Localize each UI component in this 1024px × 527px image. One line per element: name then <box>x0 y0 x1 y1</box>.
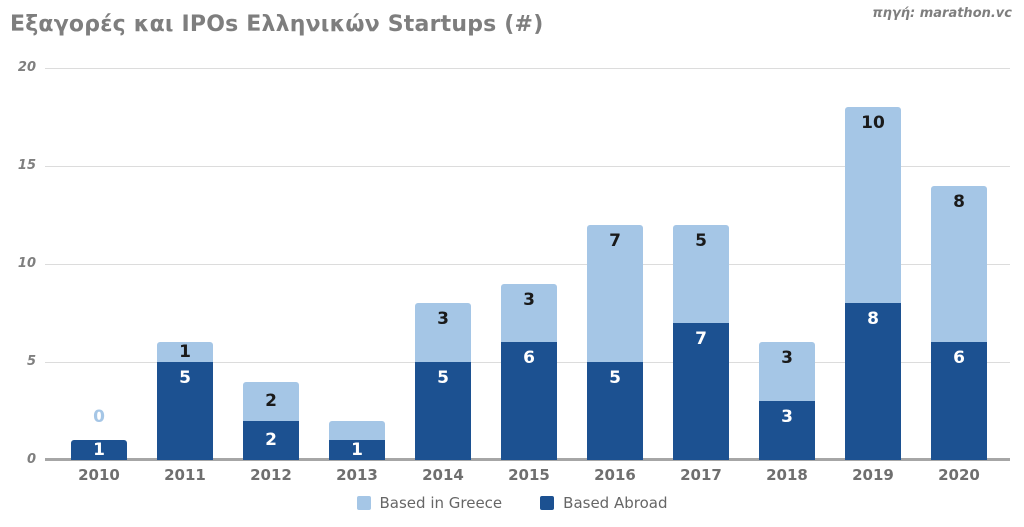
x-axis: 2010 2011 2012 2013 2014 2015 2016 2017 2018 2019… <box>45 466 1010 486</box>
bar-value-label: 5 <box>437 368 449 388</box>
bar-segment-based-in-greece <box>931 185 987 343</box>
bar-segment-based-abroad <box>587 362 643 460</box>
bar-value-label: 6 <box>523 348 535 369</box>
bar-segment-based-abroad <box>415 362 471 460</box>
plot-area: 1 0 5 1 2 2 1 5 3 6 3 5 7 7 5 3 3 8 10 6 8 <box>45 67 1010 461</box>
bar-value-label: 7 <box>695 328 707 349</box>
chart-title: Εξαγορές και IPOs Ελληνικών Startups (#) <box>10 12 544 37</box>
x-axis-label: 2010 <box>78 466 120 484</box>
bar-value-label: 2 <box>265 391 277 412</box>
bar-segment-based-in-greece <box>845 107 901 304</box>
gridline <box>45 263 1010 265</box>
bar-segment-based-in-greece <box>415 303 471 362</box>
y-axis-tick-label: 0 <box>26 452 36 467</box>
bar-segment-based-abroad <box>673 322 729 460</box>
bar-segment-based-abroad <box>157 362 213 460</box>
bar-value-label: 3 <box>781 407 793 428</box>
bar-segment-based-abroad <box>329 440 385 460</box>
bar-value-label: 5 <box>695 230 707 251</box>
legend-swatch-based-in-greece <box>356 496 371 510</box>
bar-value-label: 1 <box>179 342 191 363</box>
legend-item: Based Abroad <box>540 494 667 512</box>
x-axis-label: 2016 <box>594 466 636 484</box>
bar-segment-based-in-greece <box>329 420 385 441</box>
bar-value-label: 2 <box>265 430 277 451</box>
bar-value-label: 8 <box>953 191 965 212</box>
legend-label: Based in Greece <box>379 494 503 512</box>
bar-segment-based-in-greece <box>243 381 299 421</box>
x-axis-label: 2011 <box>164 466 206 484</box>
bar-value-label: 0 <box>93 407 105 428</box>
bar-segment-based-abroad <box>845 303 901 460</box>
bar-value-label: 3 <box>523 289 535 310</box>
bar-segment-based-abroad <box>243 420 299 460</box>
y-axis-tick-label: 15 <box>17 158 36 173</box>
bar-segment-based-in-greece <box>759 342 815 402</box>
x-axis-label: 2012 <box>250 466 292 484</box>
legend: Based in Greece Based Abroad <box>0 494 1024 512</box>
bar-value-label: 6 <box>953 348 965 369</box>
bar-value-label: 5 <box>179 368 191 388</box>
y-axis-tick-label: 5 <box>26 354 36 369</box>
bar-value-label: 10 <box>861 113 885 134</box>
bar-segment-based-in-greece <box>157 342 213 362</box>
legend-swatch-based-abroad <box>540 496 555 510</box>
source-credit: πηγή: marathon.vc <box>872 6 1012 21</box>
x-axis-label: 2013 <box>336 466 378 484</box>
bar-segment-based-in-greece <box>587 224 643 362</box>
legend-item: Based in Greece <box>356 494 503 512</box>
bar-segment-based-abroad <box>71 440 127 460</box>
y-axis: 0 5 10 15 20 <box>0 60 38 467</box>
bar-value-label: 3 <box>437 309 449 330</box>
bar-value-label: 1 <box>93 440 105 461</box>
bar-segment-based-abroad <box>759 401 815 460</box>
bar-value-label: 3 <box>781 348 793 369</box>
x-axis-label: 2020 <box>938 466 980 484</box>
x-axis-label: 2018 <box>766 466 808 484</box>
y-axis-tick-label: 20 <box>17 60 36 75</box>
bar-value-label: 7 <box>609 230 621 251</box>
legend-label: Based Abroad <box>563 494 668 512</box>
x-axis-label: 2014 <box>422 466 464 484</box>
bar-segment-based-in-greece <box>673 224 729 323</box>
gridline <box>45 67 1010 69</box>
bar-value-label: 8 <box>867 309 879 330</box>
x-axis-label: 2017 <box>680 466 722 484</box>
bar-value-label: 1 <box>351 440 363 461</box>
bar-value-label: 5 <box>609 368 621 388</box>
y-axis-tick-label: 10 <box>17 256 36 271</box>
bar-segment-based-abroad <box>931 342 987 460</box>
x-axis-label: 2015 <box>508 466 550 484</box>
bar-segment-based-abroad <box>501 342 557 460</box>
gridline <box>45 165 1010 167</box>
x-axis-label: 2019 <box>852 466 894 484</box>
bar-segment-based-in-greece <box>501 283 557 343</box>
